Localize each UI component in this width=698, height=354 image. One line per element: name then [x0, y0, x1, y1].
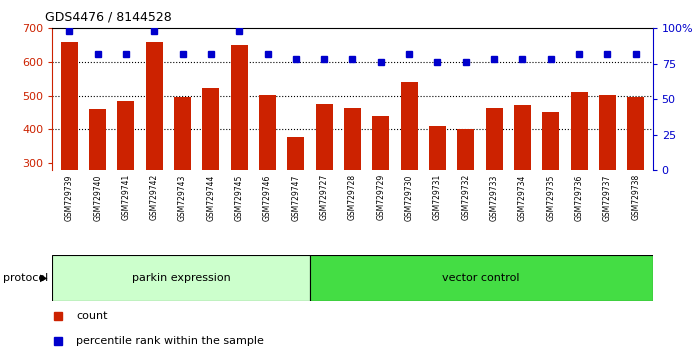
Text: GSM729745: GSM729745 [235, 174, 244, 221]
Bar [486, 108, 503, 264]
Text: ▶: ▶ [40, 273, 47, 283]
Bar [310, 255, 653, 301]
Bar [372, 116, 389, 264]
Text: percentile rank within the sample: percentile rank within the sample [76, 336, 265, 346]
Bar [429, 126, 446, 264]
Text: parkin expression: parkin expression [132, 273, 230, 283]
Text: GSM729742: GSM729742 [150, 174, 158, 221]
Text: GSM729735: GSM729735 [547, 174, 555, 221]
Bar [259, 95, 276, 264]
Text: GSM729728: GSM729728 [348, 174, 357, 220]
Bar [146, 42, 163, 264]
Bar [288, 137, 304, 264]
Text: GSM729747: GSM729747 [291, 174, 300, 221]
Text: GSM729741: GSM729741 [121, 174, 131, 221]
Text: GSM729729: GSM729729 [376, 174, 385, 221]
Bar [599, 95, 616, 264]
Text: GSM729731: GSM729731 [433, 174, 442, 221]
Text: count: count [76, 311, 108, 321]
Text: GSM729734: GSM729734 [518, 174, 527, 221]
Bar [89, 109, 106, 264]
Bar [570, 92, 588, 264]
Text: GSM729740: GSM729740 [93, 174, 102, 221]
Bar [344, 108, 361, 264]
Text: GSM729737: GSM729737 [603, 174, 612, 221]
Text: GSM729732: GSM729732 [461, 174, 470, 221]
Bar [61, 42, 78, 264]
Bar [117, 101, 135, 264]
Bar [514, 104, 531, 264]
Bar [457, 129, 474, 264]
Bar [401, 82, 417, 264]
Text: GSM729746: GSM729746 [263, 174, 272, 221]
Bar [52, 255, 310, 301]
Text: GSM729736: GSM729736 [574, 174, 584, 221]
Text: GDS4476 / 8144528: GDS4476 / 8144528 [45, 11, 172, 24]
Bar [627, 97, 644, 264]
Text: GSM729744: GSM729744 [207, 174, 216, 221]
Bar [202, 88, 219, 264]
Bar [231, 45, 248, 264]
Bar [315, 104, 333, 264]
Text: GSM729733: GSM729733 [489, 174, 498, 221]
Text: GSM729738: GSM729738 [631, 174, 640, 221]
Text: GSM729739: GSM729739 [65, 174, 74, 221]
Text: vector control: vector control [443, 273, 520, 283]
Text: GSM729743: GSM729743 [178, 174, 187, 221]
Bar [542, 112, 559, 264]
Text: GSM729730: GSM729730 [405, 174, 414, 221]
Bar [174, 97, 191, 264]
Text: GSM729727: GSM729727 [320, 174, 329, 221]
Text: protocol: protocol [3, 273, 49, 283]
